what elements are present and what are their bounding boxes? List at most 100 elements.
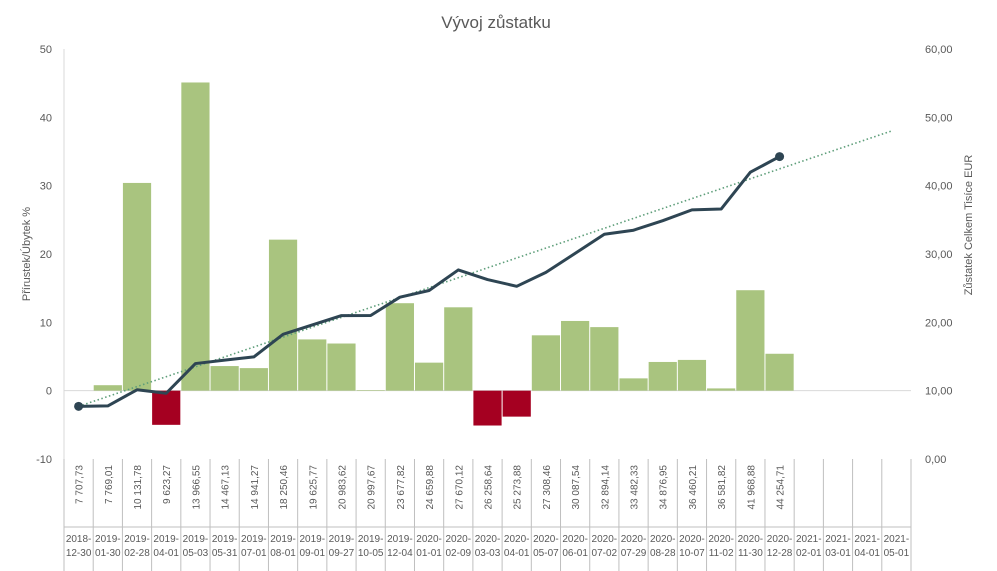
y-left-tick-label: -10 [36,454,52,466]
positive-bar [707,388,736,391]
date-label: 2018-12-30 [66,534,92,559]
positive-bar [356,390,385,391]
date-label: 2019-12-04 [387,534,413,559]
date-label: 2019-08-01 [270,534,296,559]
date-label: 2019-10-05 [358,534,384,559]
negative-bar [152,390,181,425]
positive-bar [327,343,356,391]
balance-line [78,155,781,408]
date-label: 2020-01-01 [416,534,442,559]
date-label: 2019-05-31 [212,534,238,559]
positive-bar [531,335,561,391]
positive-bar [414,362,444,391]
balance-data-label: 20 997,67 [367,465,378,510]
positive-bar [298,339,327,391]
balance-data-label: 14 467,13 [221,465,232,510]
balance-data-label: 13 966,55 [191,465,202,510]
balance-data-label: 25 273,88 [513,465,524,510]
positive-bar [268,239,298,391]
positive-bar [122,182,152,391]
date-label: 2019-05-03 [183,534,209,559]
date-label: 2020-12-28 [767,534,793,559]
y-left-tick-label: 0 [46,386,52,398]
negative-bar [502,390,531,417]
date-label: 2020-08-28 [650,534,676,559]
balance-data-label: 27 670,12 [454,465,465,510]
date-label: 2020-11-30 [738,534,764,559]
balance-data-label: 36 460,21 [688,465,699,510]
balance-data-label: 20 983,62 [337,465,348,510]
bars-group [93,82,794,426]
date-label: 2021-05-01 [884,534,910,559]
date-label: 2019-07-01 [241,534,267,559]
date-label: 2020-07-29 [621,534,647,559]
date-label: 2020-10-07 [679,534,705,559]
positive-bar [619,378,648,391]
date-label: 2021-03-01 [825,534,851,559]
positive-bar [677,359,707,391]
positive-bar [736,290,765,391]
date-label: 2020-06-01 [562,534,588,559]
y-right-tick-label: 0,00 [925,454,946,466]
trendline [78,130,892,408]
date-label: 2019-09-01 [299,534,325,559]
y-right-tick-label: 30,00 [925,249,953,261]
balance-data-label: 7 769,01 [104,465,115,504]
balance-data-label: 41 968,88 [746,465,757,510]
balance-data-label: 36 581,82 [717,465,728,510]
positive-bar [561,320,590,391]
positive-bar [181,82,210,391]
trendline-group [78,130,892,408]
date-label: 2020-11-02 [708,534,734,559]
balance-data-label: 44 254,71 [776,465,787,510]
balance-data-label: 9 623,27 [162,465,173,504]
positive-bar [590,327,619,391]
y-right-tick-label: 60,00 [925,44,953,56]
y-right-tick-label: 20,00 [925,317,953,329]
positive-bar [444,307,473,391]
y-left-tick-label: 10 [40,317,52,329]
y-axis-left-label: Přírustek/Úbytek % [20,207,33,301]
negative-bar [473,390,502,426]
date-label: 2019-09-27 [329,534,355,559]
positive-bar [385,303,414,391]
positive-bar [210,366,239,391]
date-label: 2020-05-07 [533,534,559,559]
date-label: 2021-04-01 [854,534,880,559]
y-right-tick-label: 50,00 [925,112,953,124]
y-ticks-group: -10 0 10 20 30 40 50 0,00 10,00 20,00 30,00 40,00 50… [36,44,952,466]
positive-bar [648,361,677,391]
y-left-tick-label: 30 [40,181,52,193]
positive-bar [93,385,122,391]
date-label: 2020-02-09 [446,534,472,559]
date-label: 2019-04-01 [153,534,179,559]
balance-line-group [74,152,785,411]
date-label: 2020-03-03 [475,534,501,559]
balance-data-label: 19 625,77 [308,465,319,510]
balance-data-label: 10 131,78 [133,465,144,510]
y-axis-right-label: Zůstatek Celkem Tisíce EUR [963,155,975,296]
balance-data-label: 7 707,73 [75,465,86,504]
y-left-tick-label: 50 [40,44,52,56]
balance-data-label: 32 894,14 [600,465,611,510]
positive-bar [765,353,794,391]
balance-data-label: 33 482,33 [630,465,641,510]
y-right-tick-label: 40,00 [925,181,953,193]
balance-data-label: 26 258,64 [484,465,495,510]
y-left-tick-label: 20 [40,249,52,261]
y-right-tick-label: 10,00 [925,386,953,398]
balance-data-label: 24 659,88 [425,465,436,510]
balance-start-marker [74,401,84,411]
balance-data-label: 27 308,46 [542,465,553,510]
balance-data-label: 23 677,82 [396,465,407,510]
date-label: 2019-02-28 [124,534,150,559]
positive-bar [239,368,268,391]
date-label: 2019-01-30 [95,534,121,559]
chart-title: Vývoj zůstatku [441,13,551,32]
date-label: 2021-02-01 [796,534,822,559]
date-label: 2020-07-02 [592,534,618,559]
y-left-tick-label: 40 [40,112,52,124]
balance-data-label: 30 087,54 [571,465,582,510]
category-table: 7 707,73 7 769,01 10 131,78 9 623,27 13 966,… [63,459,912,571]
